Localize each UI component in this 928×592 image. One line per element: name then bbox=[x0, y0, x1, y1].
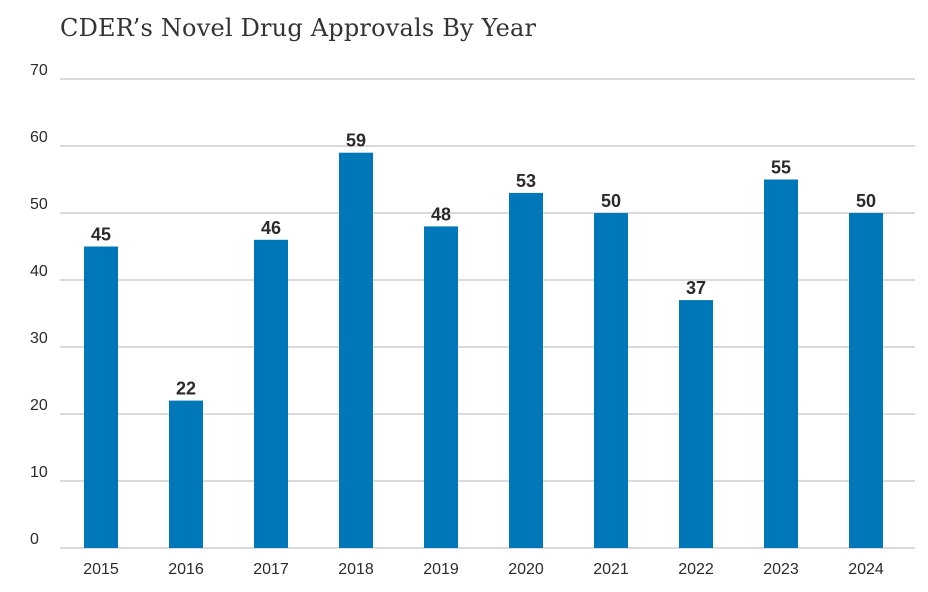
data-label-2024: 50 bbox=[856, 191, 876, 211]
x-tick-label-2015: 2015 bbox=[83, 561, 119, 578]
y-tick-label-50: 50 bbox=[30, 196, 48, 213]
y-axis-ticks: 0 10 20 30 40 50 60 70 bbox=[30, 62, 48, 548]
data-label-2015: 45 bbox=[91, 225, 111, 245]
bar-2024 bbox=[849, 213, 883, 548]
y-tick-label-60: 60 bbox=[30, 129, 48, 146]
data-label-2017: 46 bbox=[261, 218, 281, 238]
x-tick-label-2023: 2023 bbox=[763, 561, 799, 578]
data-label-2018: 59 bbox=[346, 131, 366, 151]
bar-2017 bbox=[254, 239, 288, 549]
x-tick-label-2017: 2017 bbox=[253, 561, 289, 578]
x-tick-label-2019: 2019 bbox=[423, 561, 459, 578]
bar-2020 bbox=[509, 192, 543, 548]
y-tick-label-40: 40 bbox=[30, 263, 48, 280]
bar-2019 bbox=[424, 226, 458, 548]
chart-title: CDER’s Novel Drug Approvals By Year bbox=[60, 14, 537, 42]
x-axis-ticks: 2015 2016 2017 2018 2019 2020 2021 2022 2023 2024 bbox=[83, 561, 884, 578]
bar-2018 bbox=[339, 152, 373, 548]
bars bbox=[84, 152, 883, 549]
data-label-2022: 37 bbox=[686, 278, 706, 298]
y-tick-label-10: 10 bbox=[30, 464, 48, 481]
y-tick-label-70: 70 bbox=[30, 62, 48, 79]
data-label-2021: 50 bbox=[601, 191, 621, 211]
y-tick-label-30: 30 bbox=[30, 330, 48, 347]
bar-2015 bbox=[84, 246, 118, 548]
bar-2023 bbox=[764, 179, 798, 548]
bar-2022 bbox=[679, 300, 713, 548]
data-label-2023: 55 bbox=[771, 158, 791, 178]
x-tick-label-2018: 2018 bbox=[338, 561, 374, 578]
x-tick-label-2020: 2020 bbox=[508, 561, 544, 578]
y-tick-label-20: 20 bbox=[30, 397, 48, 414]
x-tick-label-2024: 2024 bbox=[848, 561, 884, 578]
x-tick-label-2022: 2022 bbox=[678, 561, 714, 578]
data-labels: 45 22 46 59 48 53 50 37 55 50 bbox=[91, 131, 876, 399]
data-label-2019: 48 bbox=[431, 204, 451, 224]
y-tick-label-0: 0 bbox=[30, 531, 39, 548]
bar-2021 bbox=[594, 213, 628, 548]
x-tick-label-2016: 2016 bbox=[168, 561, 204, 578]
x-tick-label-2021: 2021 bbox=[593, 561, 629, 578]
bar-2016 bbox=[169, 400, 203, 548]
data-label-2020: 53 bbox=[516, 171, 536, 191]
data-label-2016: 22 bbox=[176, 379, 196, 399]
